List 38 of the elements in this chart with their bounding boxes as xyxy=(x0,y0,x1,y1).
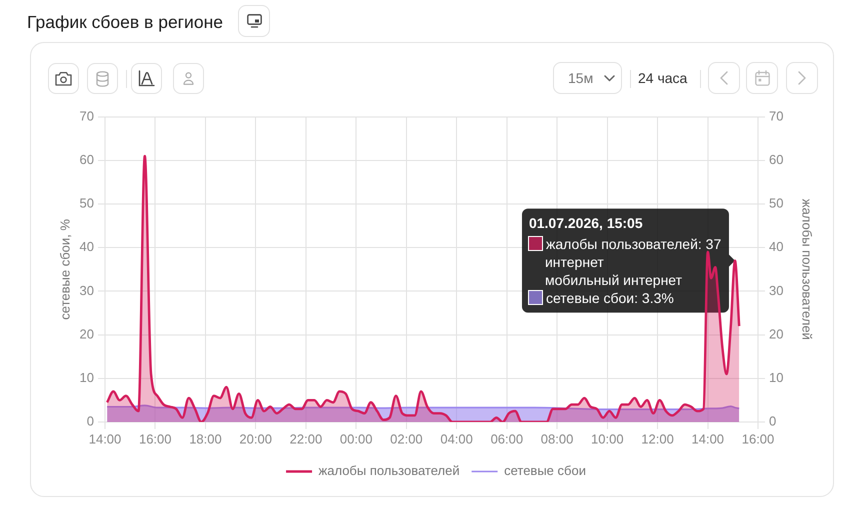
y-tick-label: 70 xyxy=(80,108,94,124)
y2-tick-label: 0 xyxy=(769,414,776,429)
y-tick-label: 40 xyxy=(80,239,94,254)
legend-label: сетевые сбои xyxy=(504,463,586,478)
y-tick-label: 10 xyxy=(80,370,94,385)
x-tick-label: 22:00 xyxy=(290,431,322,446)
x-tick-label: 16:00 xyxy=(138,431,172,446)
y2-tick-label: 30 xyxy=(769,282,784,298)
y-tick-label: 30 xyxy=(80,282,94,298)
y2-tick-label: 70 xyxy=(769,108,784,124)
y2-axis-title: жалобы пользователей xyxy=(800,198,815,340)
x-tick-label: 18:00 xyxy=(189,431,222,446)
y2-tick-label: 10 xyxy=(769,370,784,385)
y2-tick-label: 60 xyxy=(769,152,784,167)
x-tick-label: 00:00 xyxy=(340,431,372,446)
y2-tick-label: 40 xyxy=(769,239,784,254)
legend-label: жалобы пользователей xyxy=(318,463,460,478)
x-tick-label: 12:00 xyxy=(641,431,674,446)
annotation: 01.07.2026, 15:05 жалобы пользователей: 37 интернет мобильный интернет сетевые сбои: 3.3% xyxy=(528,214,722,307)
y-tick-label: 60 xyxy=(80,152,94,167)
x-tick-label: 04:00 xyxy=(440,431,473,446)
x-tick-label: 02:00 xyxy=(390,431,423,446)
chart-title: График сбоев в регионе xyxy=(27,11,223,33)
dropdown: 15м xyxy=(553,62,622,94)
y-tick-label: 0 xyxy=(86,414,94,429)
x-tick-label: 20:00 xyxy=(239,431,272,446)
x-tick-label: 06:00 xyxy=(490,431,524,446)
y-tick-label: 50 xyxy=(80,196,94,211)
y-tick-label: 20 xyxy=(80,326,94,342)
y2-tick-label: 20 xyxy=(769,326,784,342)
x-tick-label: 14:00 xyxy=(691,431,724,446)
x-tick-label: 10:00 xyxy=(591,431,624,446)
x-tick-label: 08:00 xyxy=(540,431,574,446)
x-tick-label: 14:00 xyxy=(88,431,122,446)
text: 24 часа xyxy=(638,70,688,86)
y-axis-title: сетевые сбои, % xyxy=(57,218,72,320)
x-tick-label: 16:00 xyxy=(742,431,774,446)
y2-tick-label: 50 xyxy=(769,196,784,211)
